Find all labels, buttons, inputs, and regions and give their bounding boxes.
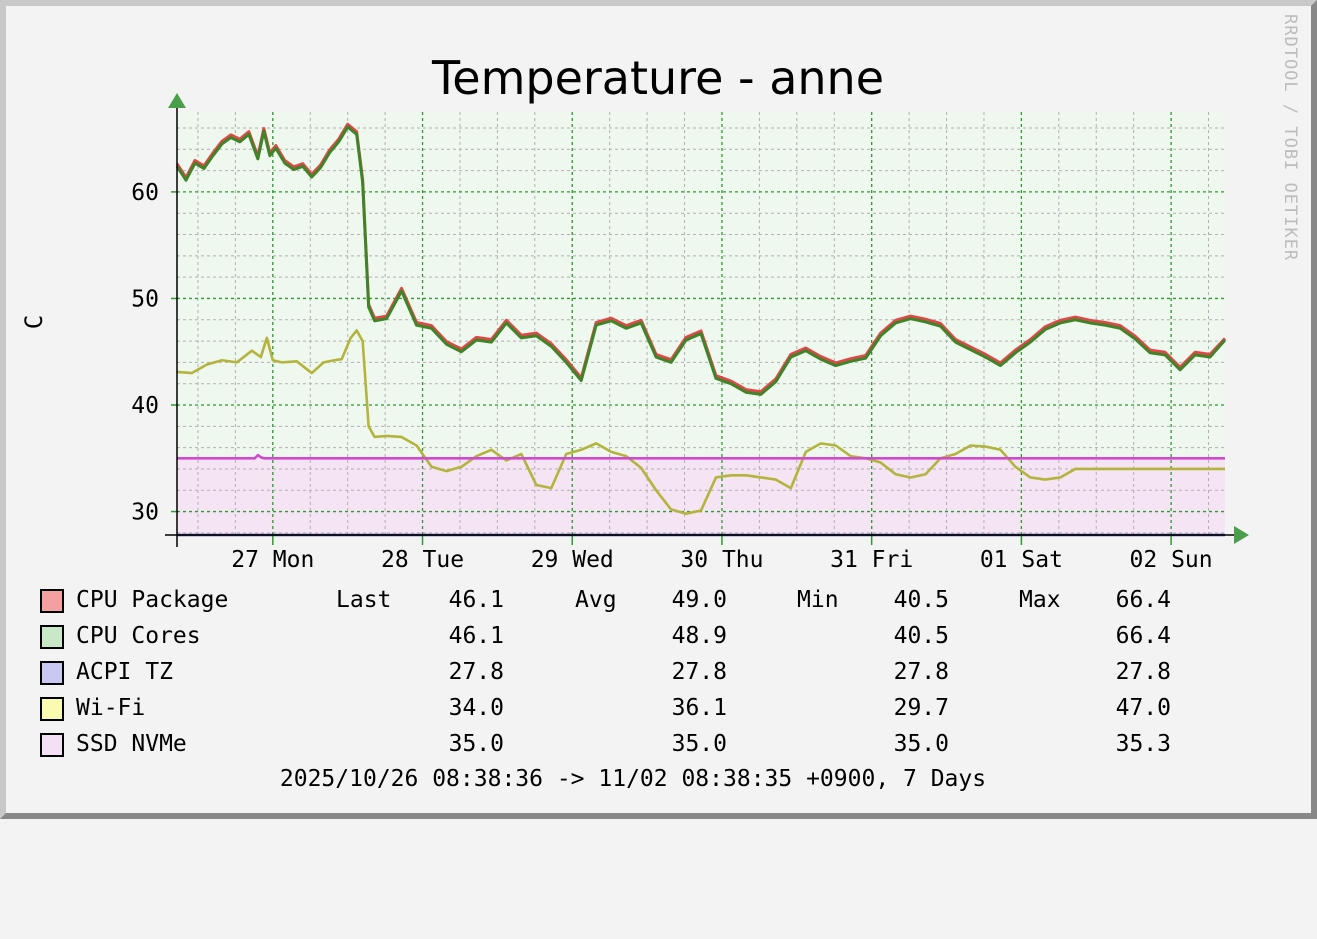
legend-last-value: 34.0 <box>448 695 504 721</box>
x-tick-label: 29 Wed <box>531 547 614 573</box>
watermark: RRDTOOL / TOBI OETIKER <box>1280 14 1300 262</box>
legend-max-label: Max <box>1019 587 1061 613</box>
legend-row-wifi: Wi-Fi 34.0 36.1 29.7 47.0 <box>40 695 1171 725</box>
series-line-ssd-nvme <box>177 453 1225 460</box>
legend-min-value: 35.0 <box>893 731 949 757</box>
graph-frame <box>0 0 1317 819</box>
x-tick-label: 31 Fri <box>830 547 913 573</box>
x-tick-label: 01 Sat <box>980 547 1063 573</box>
x-tick-label: 27 Mon <box>231 547 314 573</box>
swatch-cpu-cores <box>40 625 64 649</box>
legend-max-value: 66.4 <box>1115 623 1171 649</box>
legend-name: SSD NVMe <box>76 731 187 757</box>
x-axis-arrow <box>1234 526 1249 544</box>
time-range-footer: 2025/10/26 08:38:36 -> 11/02 08:38:35 +0… <box>279 766 987 792</box>
legend-name: ACPI TZ <box>76 659 173 685</box>
x-tick-label: 02 Sun <box>1130 547 1213 573</box>
x-tick-label: 30 Thu <box>680 547 763 573</box>
legend-avg-value: 36.1 <box>671 695 727 721</box>
legend-min-value: 27.8 <box>893 659 949 685</box>
legend-avg-value: 48.9 <box>671 623 727 649</box>
y-axis-arrow <box>168 93 186 108</box>
chart: Temperature - anne C 30 40 50 60 27 Mon 28 Tu… <box>20 51 1249 573</box>
legend-max-value: 66.4 <box>1115 587 1171 613</box>
legend-row-acpi-tz: ACPI TZ 27.8 27.8 27.8 27.8 <box>40 659 1171 689</box>
legend-min-value: 29.7 <box>893 695 949 721</box>
series-line-cpu-package <box>175 122 1227 394</box>
swatch-acpi-tz <box>40 661 64 685</box>
legend-last-value: 35.0 <box>448 731 504 757</box>
legend-avg-value: 27.8 <box>671 659 727 685</box>
legend-avg-value: 35.0 <box>671 731 727 757</box>
series-line-cpu-cores <box>175 125 1227 396</box>
legend-row-cpu-package: CPU Package Last 46.1 Avg 49.0 Min 40.5 … <box>40 587 1171 617</box>
y-axis-label: C <box>20 315 48 329</box>
legend-name: CPU Cores <box>76 623 201 649</box>
series-line-wi-fi <box>176 329 1225 515</box>
legend-avg-value: 49.0 <box>671 587 727 613</box>
legend-avg-label: Avg <box>575 587 617 613</box>
y-tick-label: 30 <box>131 500 159 526</box>
legend-name: CPU Package <box>76 587 229 613</box>
legend-min-value: 40.5 <box>893 623 949 649</box>
legend-last-value: 27.8 <box>448 659 504 685</box>
chart-title: Temperature - anne <box>431 51 884 105</box>
legend-min-value: 40.5 <box>893 587 949 613</box>
swatch-ssd-nvme <box>40 733 64 757</box>
legend-last-value: 46.1 <box>448 587 504 613</box>
legend-max-value: 47.0 <box>1115 695 1171 721</box>
legend-min-label: Min <box>797 587 839 613</box>
ssd-nvme-area <box>177 455 1225 535</box>
legend-last-label: Last <box>336 587 392 613</box>
legend-max-value: 35.3 <box>1115 731 1171 757</box>
legend-row-ssd-nvme: SSD NVMe 35.0 35.0 35.0 35.3 <box>40 731 1171 761</box>
legend-last-value: 46.1 <box>448 623 504 649</box>
y-tick-label: 60 <box>131 180 159 206</box>
y-tick-label: 50 <box>131 286 159 312</box>
y-tick-label: 40 <box>131 393 159 419</box>
swatch-wifi <box>40 697 64 721</box>
legend-max-value: 27.8 <box>1115 659 1171 685</box>
swatch-cpu-package <box>40 589 64 613</box>
legend-name: Wi-Fi <box>76 695 146 721</box>
x-tick-label: 28 Tue <box>381 547 464 573</box>
legend-row-cpu-cores: CPU Cores 46.1 48.9 40.5 66.4 <box>40 623 1171 653</box>
